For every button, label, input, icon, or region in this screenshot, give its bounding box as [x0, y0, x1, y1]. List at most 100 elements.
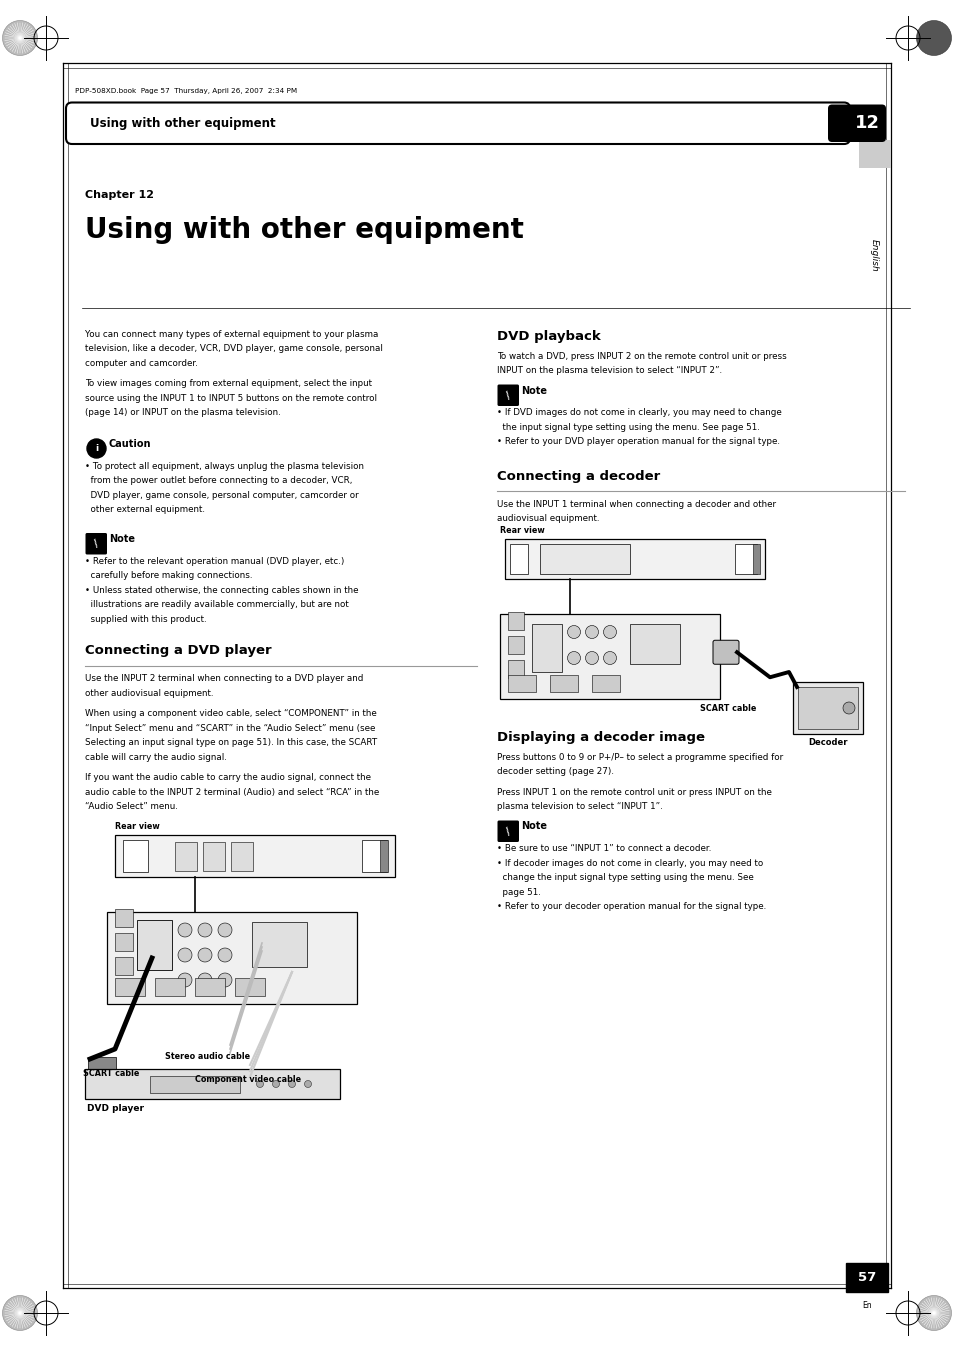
Bar — [107, 912, 356, 1004]
Circle shape — [3, 20, 37, 55]
Text: cable will carry the audio signal.: cable will carry the audio signal. — [85, 753, 227, 762]
Text: English: English — [868, 239, 878, 272]
Text: • To protect all equipment, always unplug the plasma television: • To protect all equipment, always unplu… — [85, 462, 364, 471]
FancyBboxPatch shape — [497, 820, 518, 842]
Bar — [629, 624, 679, 663]
Circle shape — [304, 1081, 312, 1088]
Bar — [361, 840, 387, 871]
Text: To view images coming from external equipment, select the input: To view images coming from external equi… — [85, 380, 372, 389]
Circle shape — [603, 626, 616, 639]
Text: Note: Note — [520, 385, 546, 396]
Bar — [88, 1056, 116, 1071]
Text: Selecting an input signal type on page 51). In this case, the SCART: Selecting an input signal type on page 5… — [85, 739, 376, 747]
Text: other audiovisual equipment.: other audiovisual equipment. — [85, 689, 213, 698]
Bar — [507, 612, 523, 630]
Circle shape — [916, 20, 950, 55]
Bar — [843, 108, 882, 138]
Bar — [539, 544, 629, 574]
Text: Use the INPUT 2 terminal when connecting to a DVD player and: Use the INPUT 2 terminal when connecting… — [85, 674, 363, 684]
Bar — [203, 842, 225, 871]
Bar — [137, 920, 172, 970]
Bar — [123, 840, 148, 871]
Circle shape — [198, 973, 212, 988]
Text: Chapter 12: Chapter 12 — [85, 190, 153, 200]
Bar — [379, 840, 388, 871]
Text: carefully before making connections.: carefully before making connections. — [85, 571, 253, 581]
Circle shape — [178, 973, 192, 988]
Text: Displaying a decoder image: Displaying a decoder image — [497, 731, 704, 744]
Text: plasma television to select “INPUT 1”.: plasma television to select “INPUT 1”. — [497, 802, 662, 812]
Text: You can connect many types of external equipment to your plasma: You can connect many types of external e… — [85, 330, 378, 339]
Bar — [797, 688, 857, 730]
Text: PDP-508XD.book  Page 57  Thursday, April 26, 2007  2:34 PM: PDP-508XD.book Page 57 Thursday, April 2… — [75, 88, 296, 95]
Text: Using with other equipment: Using with other equipment — [90, 116, 275, 130]
Bar — [507, 676, 536, 692]
Text: page 51.: page 51. — [497, 888, 540, 897]
Text: • If DVD images do not come in clearly, you may need to change: • If DVD images do not come in clearly, … — [497, 408, 781, 417]
Circle shape — [273, 1081, 279, 1088]
Text: When using a component video cable, select “COMPONENT” in the: When using a component video cable, sele… — [85, 709, 376, 719]
Circle shape — [916, 1296, 950, 1331]
Bar — [845, 1263, 887, 1292]
Circle shape — [198, 948, 212, 962]
Bar — [150, 1075, 240, 1093]
Circle shape — [603, 651, 616, 665]
Circle shape — [87, 439, 106, 458]
Text: SCART cable: SCART cable — [83, 1069, 139, 1078]
Bar — [252, 921, 307, 967]
Circle shape — [585, 626, 598, 639]
Circle shape — [567, 651, 579, 665]
Circle shape — [198, 923, 212, 938]
Bar — [115, 835, 395, 877]
Text: Rear view: Rear view — [115, 821, 159, 831]
Text: /: / — [92, 539, 100, 550]
Text: /: / — [504, 827, 512, 836]
Bar — [115, 957, 132, 975]
Circle shape — [218, 923, 232, 938]
Text: Connecting a decoder: Connecting a decoder — [497, 470, 659, 484]
Text: Using with other equipment: Using with other equipment — [85, 216, 523, 245]
Text: illustrations are readily available commercially, but are not: illustrations are readily available comm… — [85, 600, 349, 609]
Bar — [592, 676, 619, 692]
Bar — [234, 978, 265, 996]
Bar — [734, 544, 757, 574]
Text: other external equipment.: other external equipment. — [85, 505, 205, 515]
Text: • Refer to the relevant operation manual (DVD player, etc.): • Refer to the relevant operation manual… — [85, 557, 344, 566]
Text: DVD playback: DVD playback — [497, 330, 600, 343]
Text: Caution: Caution — [109, 439, 152, 449]
Text: INPUT on the plasma television to select “INPUT 2”.: INPUT on the plasma television to select… — [497, 366, 721, 376]
Circle shape — [218, 948, 232, 962]
Bar — [507, 661, 523, 678]
Bar — [115, 978, 145, 996]
Text: i: i — [95, 444, 98, 453]
Text: computer and camcorder.: computer and camcorder. — [85, 359, 197, 367]
Text: DVD player, game console, personal computer, camcorder or: DVD player, game console, personal compu… — [85, 490, 358, 500]
Text: Rear view: Rear view — [499, 526, 544, 535]
Text: To watch a DVD, press INPUT 2 on the remote control unit or press: To watch a DVD, press INPUT 2 on the rem… — [497, 353, 786, 361]
Text: En: En — [862, 1301, 871, 1309]
Text: If you want the audio cable to carry the audio signal, connect the: If you want the audio cable to carry the… — [85, 774, 371, 782]
Text: “Audio Select” menu.: “Audio Select” menu. — [85, 802, 177, 812]
Bar — [115, 909, 132, 927]
Text: Press buttons 0 to 9 or P+/P– to select a programme specified for: Press buttons 0 to 9 or P+/P– to select … — [497, 753, 782, 762]
Text: from the power outlet before connecting to a decoder, VCR,: from the power outlet before connecting … — [85, 477, 352, 485]
Text: (page 14) or INPUT on the plasma television.: (page 14) or INPUT on the plasma televis… — [85, 408, 280, 417]
Text: audiovisual equipment.: audiovisual equipment. — [497, 515, 598, 523]
Text: Decoder: Decoder — [807, 738, 847, 747]
Text: /: / — [504, 390, 512, 401]
Circle shape — [288, 1081, 295, 1088]
Bar — [499, 613, 720, 698]
Text: television, like a decoder, VCR, DVD player, game console, personal: television, like a decoder, VCR, DVD pla… — [85, 345, 382, 354]
Text: • If decoder images do not come in clearly, you may need to: • If decoder images do not come in clear… — [497, 859, 762, 867]
Bar — [752, 544, 760, 574]
Text: • Be sure to use “INPUT 1” to connect a decoder.: • Be sure to use “INPUT 1” to connect a … — [497, 844, 711, 854]
Text: • Refer to your decoder operation manual for the signal type.: • Refer to your decoder operation manual… — [497, 902, 765, 912]
Text: decoder setting (page 27).: decoder setting (page 27). — [497, 767, 614, 777]
Bar — [85, 1069, 339, 1098]
Text: 57: 57 — [857, 1271, 875, 1283]
Circle shape — [3, 1296, 37, 1331]
Bar — [792, 682, 862, 734]
Text: audio cable to the INPUT 2 terminal (Audio) and select “RCA” in the: audio cable to the INPUT 2 terminal (Aud… — [85, 788, 379, 797]
Bar — [115, 934, 132, 951]
Text: • Refer to your DVD player operation manual for the signal type.: • Refer to your DVD player operation man… — [497, 438, 780, 446]
